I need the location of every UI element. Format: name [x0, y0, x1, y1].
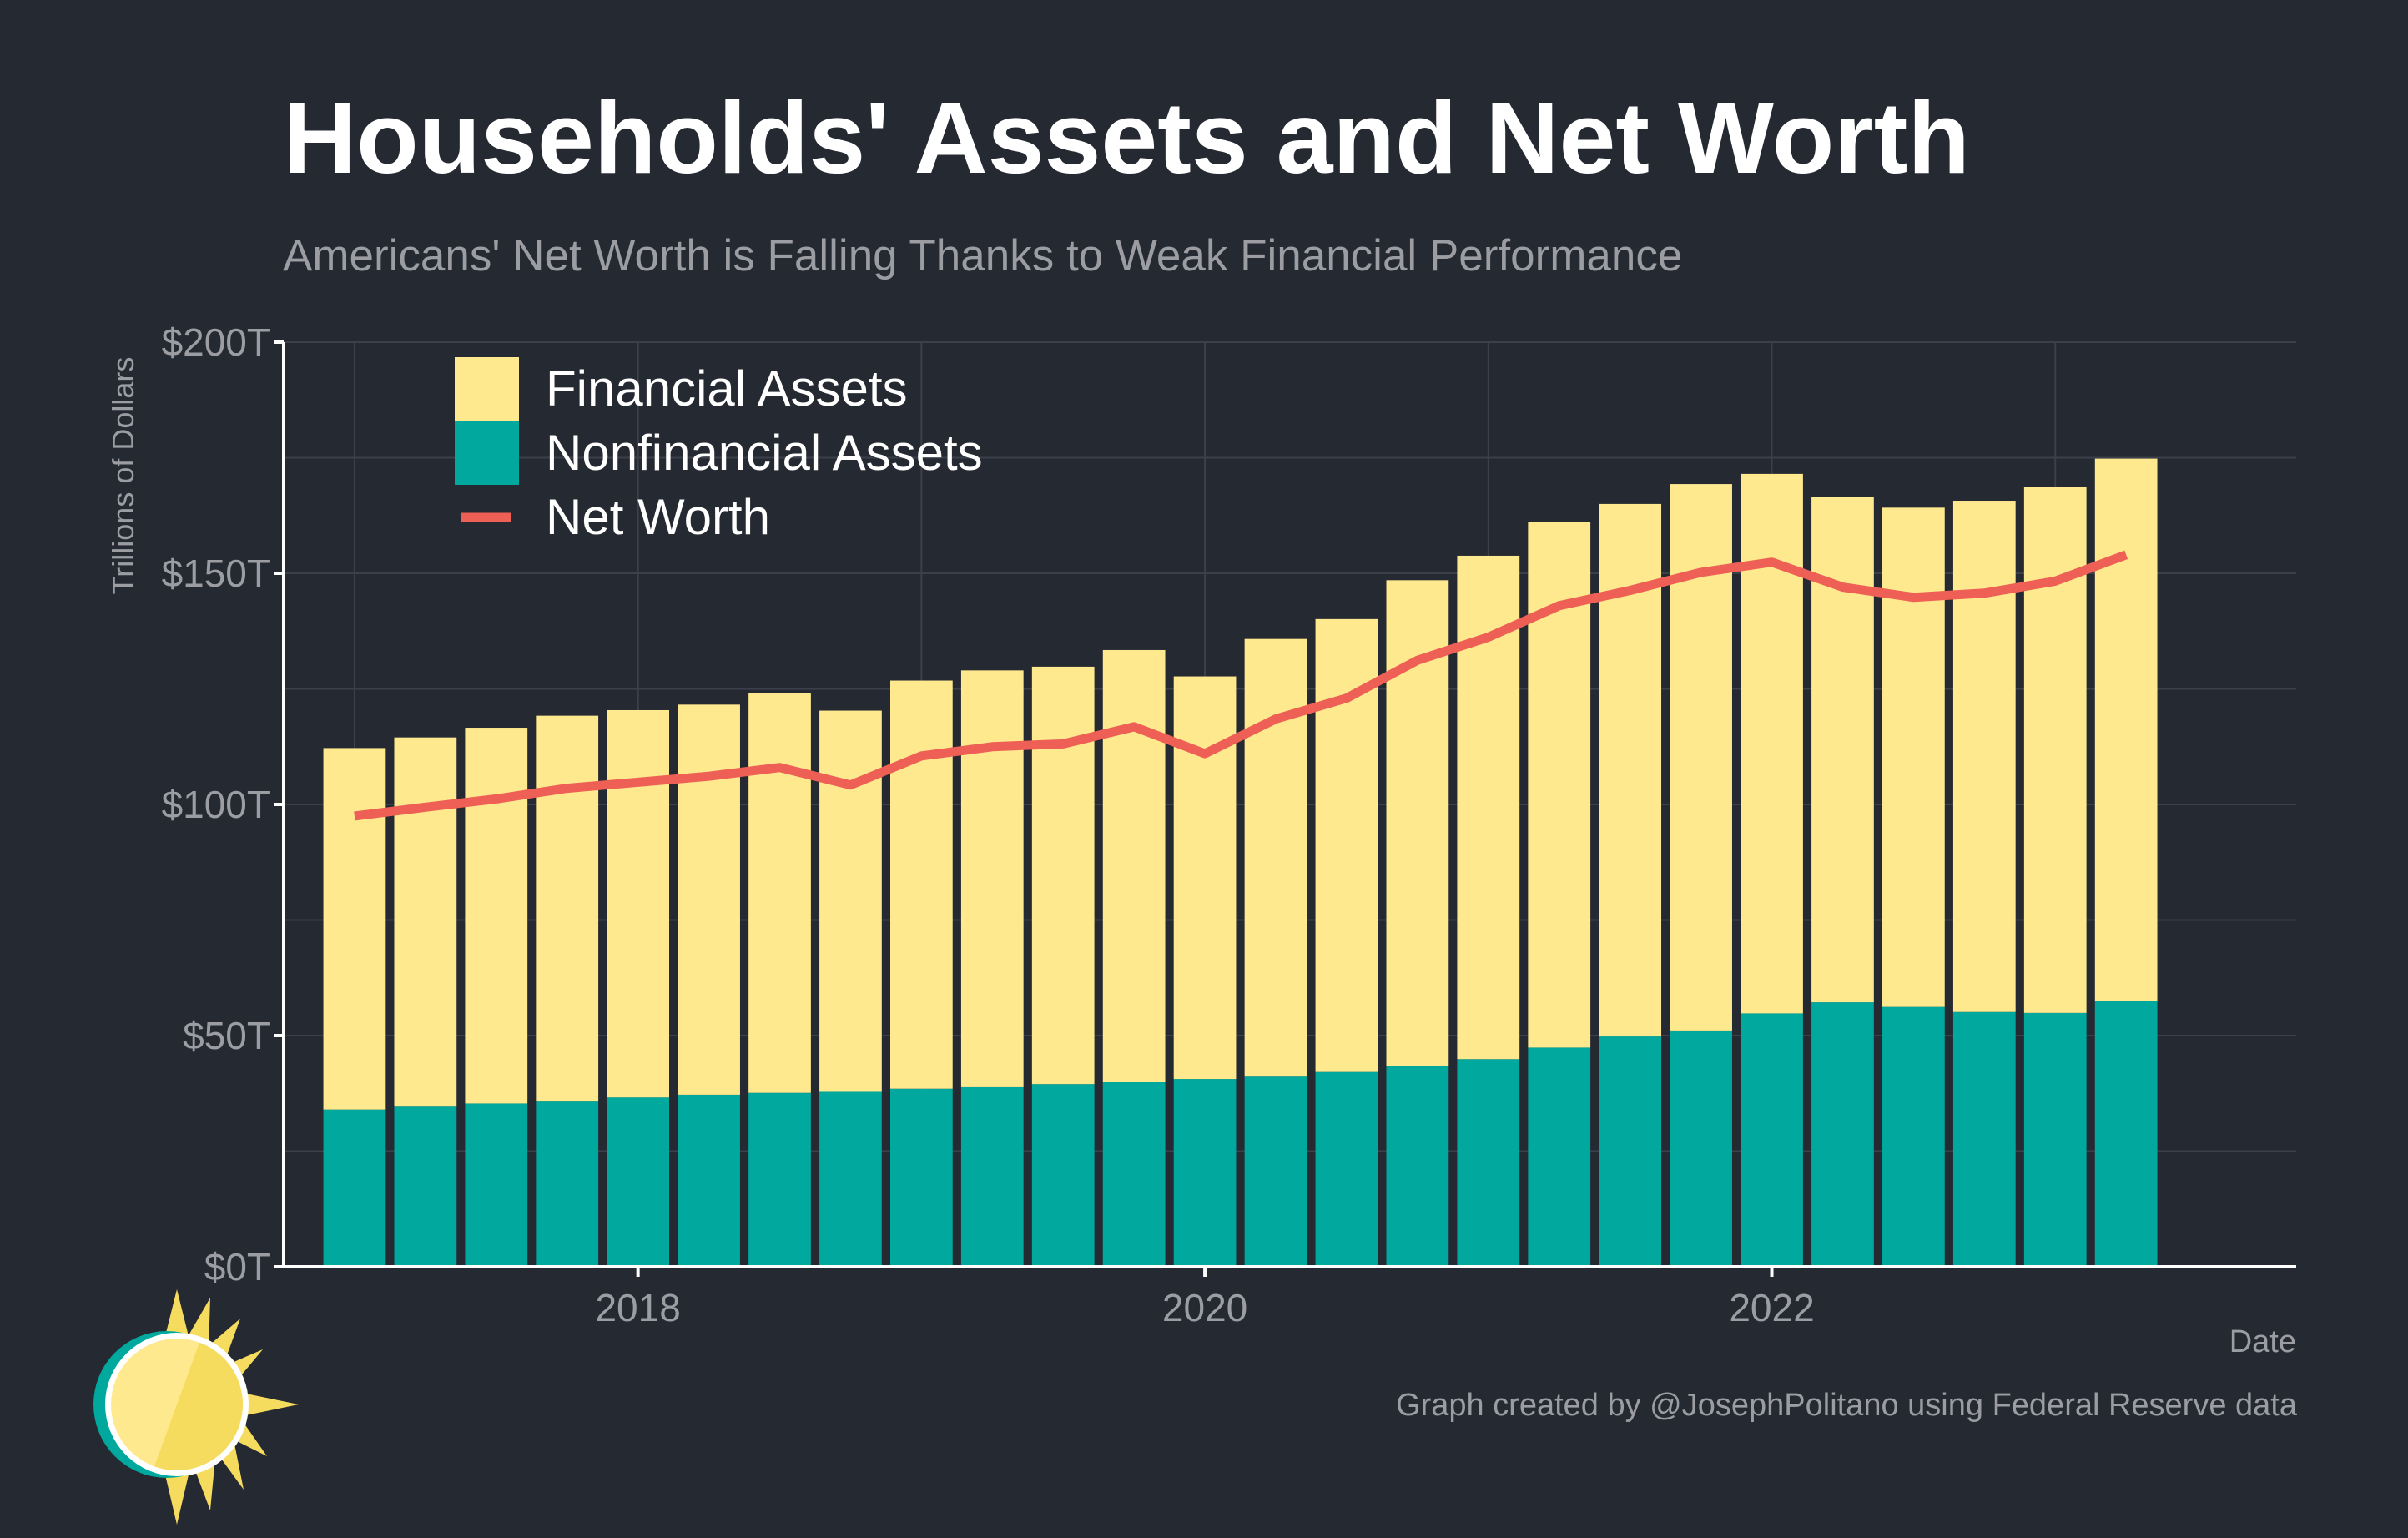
- bar-nonfinancial: [465, 1103, 528, 1267]
- bar-nonfinancial: [1244, 1076, 1307, 1267]
- bar-nonfinancial: [748, 1092, 811, 1267]
- bar-financial: [323, 748, 386, 1110]
- y-tick-label: $200T: [162, 320, 270, 364]
- bar-financial: [678, 704, 740, 1095]
- bar-nonfinancial: [323, 1109, 386, 1267]
- legend-label: Net Worth: [546, 489, 770, 545]
- bar-nonfinancial: [1741, 1013, 1803, 1267]
- bar-financial: [2094, 458, 2158, 1001]
- bar-financial: [1882, 507, 1945, 1007]
- bar-nonfinancial: [1599, 1036, 1662, 1267]
- bar-financial: [465, 728, 528, 1104]
- bar-financial: [1811, 497, 1874, 1003]
- bar-nonfinancial: [1811, 1002, 1874, 1267]
- chart-line: [354, 550, 2128, 821]
- bar-nonfinancial: [960, 1086, 1024, 1267]
- bar-nonfinancial: [678, 1094, 740, 1267]
- bar-nonfinancial: [1173, 1079, 1237, 1267]
- x-axis-title: Date: [2229, 1324, 2296, 1359]
- bar-nonfinancial: [1031, 1084, 1095, 1267]
- bar-nonfinancial: [1315, 1071, 1378, 1267]
- y-tick-label: $100T: [162, 783, 270, 826]
- chart-title: Households' Assets and Net Worth: [283, 81, 1970, 194]
- bar-financial: [1741, 473, 1803, 1014]
- bar-financial: [1952, 501, 2016, 1012]
- bar-nonfinancial: [2094, 1001, 2158, 1267]
- bar-financial: [748, 693, 811, 1093]
- bar-nonfinancial: [1102, 1082, 1166, 1267]
- bar-nonfinancial: [1882, 1006, 1945, 1267]
- x-tick-label: 2020: [1162, 1286, 1247, 1329]
- bar-nonfinancial: [607, 1097, 670, 1267]
- source-caption: Graph created by @JosephPolitano using F…: [1396, 1388, 2297, 1423]
- bar-financial: [819, 710, 882, 1092]
- bar-nonfinancial: [394, 1106, 457, 1267]
- bar-financial: [2023, 487, 2087, 1013]
- bar-nonfinancial: [2023, 1012, 2087, 1267]
- legend-swatch: [455, 421, 519, 485]
- bar-nonfinancial: [1386, 1066, 1449, 1267]
- bar-financial: [607, 709, 670, 1098]
- bar-financial: [1102, 649, 1166, 1082]
- legend-label: Nonfinancial Assets: [546, 425, 983, 481]
- chart-bars: [323, 458, 2158, 1267]
- chart-ticks: $0T $50T $100T $150T $200T 2018 2020 2022: [162, 320, 1815, 1329]
- legend-label: Financial Assets: [546, 361, 908, 416]
- y-tick-label: $150T: [162, 552, 270, 595]
- bar-financial: [536, 715, 599, 1102]
- bar-nonfinancial: [1952, 1011, 2016, 1267]
- bar-nonfinancial: [1457, 1059, 1520, 1267]
- sun-logo-icon: [93, 1289, 299, 1525]
- series-line-net-worth: [354, 550, 2128, 821]
- legend-swatch: [455, 357, 519, 421]
- x-tick-label: 2018: [595, 1286, 680, 1329]
- y-axis-title: Trillions of Dollars: [106, 357, 140, 595]
- bar-nonfinancial: [1670, 1030, 1732, 1267]
- bar-financial: [394, 737, 457, 1107]
- bar-financial: [889, 680, 953, 1089]
- chart-axis-labels: Date Trillions of Dollars: [106, 357, 2296, 1359]
- bar-nonfinancial: [1528, 1047, 1591, 1267]
- chart-legend: Financial Assets Nonfinancial Assets Net W…: [455, 357, 983, 545]
- x-tick-label: 2022: [1729, 1286, 1814, 1329]
- bar-financial: [1173, 676, 1237, 1080]
- bar-nonfinancial: [536, 1101, 599, 1267]
- y-tick-label: $50T: [183, 1014, 270, 1057]
- bar-financial: [960, 670, 1024, 1087]
- bar-financial: [1031, 666, 1095, 1085]
- bar-nonfinancial: [889, 1088, 953, 1267]
- bar-financial: [1244, 638, 1307, 1077]
- y-tick-label: $0T: [204, 1245, 270, 1288]
- bar-nonfinancial: [819, 1091, 882, 1267]
- chart-subtitle: Americans' Net Worth is Falling Thanks t…: [283, 231, 1683, 280]
